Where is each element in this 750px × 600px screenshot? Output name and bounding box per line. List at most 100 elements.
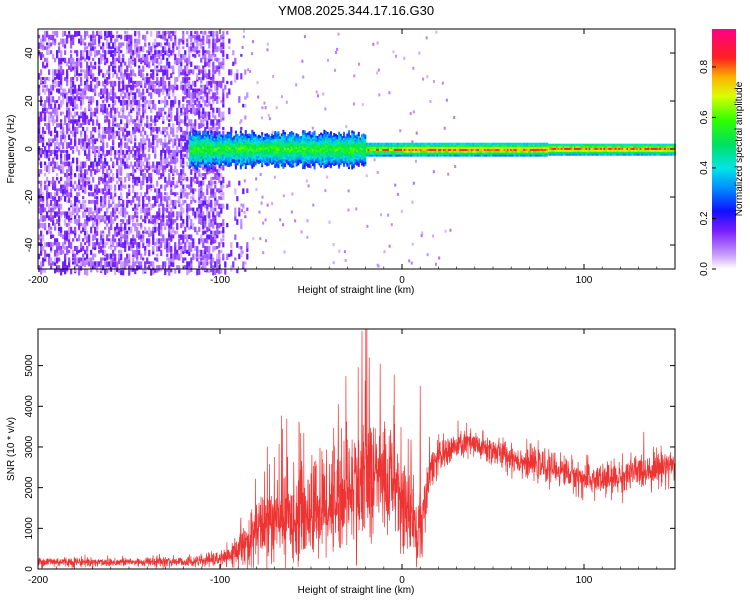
spectrogram-cell: [152, 126, 155, 133]
spectrogram-cell: [192, 34, 195, 39]
spectrogram-cell: [230, 126, 233, 134]
spectrogram-cell: [134, 80, 137, 85]
spectrogram-cell: [302, 145, 305, 148]
spectrogram-cell: [318, 162, 321, 166]
spectrogram-cell: [116, 242, 119, 248]
spectrogram-cell: [156, 215, 159, 219]
spectrogram-cell: [78, 173, 81, 180]
spectrogram-cell: [160, 153, 163, 160]
spectrogram-cell: [126, 219, 129, 225]
spectrogram-cell: [116, 203, 119, 208]
spectrogram-cell: [92, 234, 95, 241]
spectrogram-cell: [186, 153, 189, 159]
spectrogram-cell: [82, 38, 85, 46]
spectrogram-cell: [172, 199, 175, 206]
spectrogram-cell: [94, 215, 97, 222]
spectrogram-cell: [270, 156, 273, 160]
spectrogram-cell: [233, 154, 236, 158]
spectrogram-cell: [60, 157, 63, 165]
spectrogram-cell: [306, 235, 309, 239]
spectrogram-cell: [76, 61, 79, 67]
spectrogram-cell: [226, 160, 229, 164]
spectrogram-cell: [108, 165, 111, 171]
spectrogram-cell: [241, 135, 244, 138]
spectrogram-cell: [303, 155, 306, 158]
spectrogram-cell: [218, 154, 221, 157]
spectrogram-cell: [248, 137, 251, 140]
spectrogram-cell: [70, 146, 73, 151]
spectrogram-cell: [82, 53, 85, 60]
spectrogram-cell: [280, 160, 283, 163]
spectrogram-cell: [234, 163, 237, 166]
spectrogram-cell: [222, 88, 225, 93]
spectrogram-cell: [186, 123, 189, 127]
spectrogram-cell: [104, 192, 107, 199]
spectrogram-cell: [261, 157, 264, 160]
spectrogram-cell: [184, 176, 187, 181]
spectrogram-cell: [128, 138, 131, 143]
spectrogram-cell: [208, 165, 211, 172]
spectrogram-cell: [231, 148, 234, 152]
spectrogram-cell: [282, 156, 285, 160]
spectrogram-cell: [249, 159, 252, 162]
spectrogram-cell: [297, 138, 300, 141]
spectrogram-cell: [68, 222, 71, 227]
spectrogram-cell: [92, 77, 95, 82]
spectrogram-cell: [144, 219, 147, 224]
spectrogram-cell: [140, 146, 143, 152]
spectrogram-cell: [198, 219, 201, 225]
spectrogram-cell: [275, 134, 278, 137]
spectrogram-cell: [202, 69, 205, 76]
spectrogram-cell: [146, 157, 149, 162]
spectrogram-cell: [192, 96, 195, 103]
spectrogram-cell: [130, 149, 133, 155]
spectrogram-cell: [246, 139, 249, 143]
spectrogram-cell: [204, 115, 207, 122]
spectrogram-cell: [76, 92, 79, 98]
spectrogram-cell: [238, 211, 241, 217]
spectrogram-cell: [303, 141, 306, 145]
spectrogram-cell: [168, 153, 171, 159]
spectrogram-cell: [132, 130, 135, 135]
spectrogram-cell: [76, 257, 79, 264]
spectrogram-cell: [154, 134, 157, 141]
spectrogram-cell: [195, 147, 198, 151]
spectrogram-cell: [74, 111, 77, 118]
spectrogram-cell: [114, 215, 117, 222]
spectrogram-cell: [66, 192, 69, 198]
spectrogram-cell: [311, 148, 314, 151]
spectrogram-cell: [38, 126, 41, 133]
spectrogram-cell: [46, 142, 49, 146]
spectrogram-cell: [212, 111, 215, 118]
spectrogram-cell: [152, 100, 155, 105]
spectrogram-cell: [124, 61, 127, 66]
spectrogram-cell: [118, 196, 121, 200]
spectrogram-cell: [244, 166, 247, 169]
spectrogram-cell: [366, 224, 369, 228]
spectrogram-cell: [292, 134, 295, 137]
spectrogram-cell: [82, 50, 85, 57]
spectrogram-cell: [86, 153, 89, 160]
spectrogram-cell: [44, 269, 47, 273]
spectrogram-cell: [190, 30, 193, 37]
spectrogram-cell: [118, 269, 121, 274]
spectrogram-cell: [132, 249, 135, 255]
spectrogram-cell: [40, 100, 43, 106]
spectrogram-cell: [222, 192, 225, 196]
spectrogram-cell: [100, 265, 103, 272]
spectrogram-cell: [212, 107, 215, 113]
spectrogram-cell: [204, 50, 207, 54]
spectrogram-cell: [102, 111, 105, 115]
spectrogram-cell: [310, 140, 313, 143]
spectrogram-cell: [215, 151, 218, 155]
spectrogram-cell: [290, 210, 293, 214]
spectrogram-cell: [58, 65, 61, 70]
spectrogram-cell: [390, 223, 393, 227]
spectrogram-cell: [218, 135, 221, 138]
spectrogram-cell: [76, 88, 79, 95]
spectrogram-cell: [218, 144, 221, 148]
spectrogram-cell: [154, 188, 157, 193]
spectrogram-cell: [230, 148, 233, 151]
spectrogram-cell: [166, 253, 169, 257]
spectrogram-cell: [152, 269, 155, 275]
